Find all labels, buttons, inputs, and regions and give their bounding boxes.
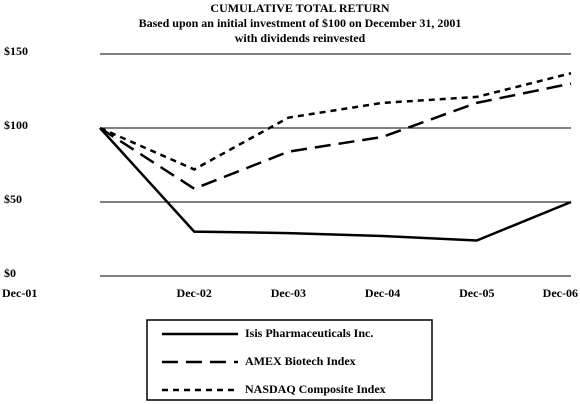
y-tick-label: $100	[4, 118, 28, 132]
y-tick-label: $150	[4, 44, 28, 58]
x-tick-label: Dec-03	[271, 286, 306, 300]
x-tick-label: Dec-04	[365, 286, 400, 300]
y-tick-label: $50	[4, 192, 22, 206]
chart-subtitle: Based upon an initial investment of $100…	[139, 16, 462, 30]
legend-label: NASDAQ Composite Index	[245, 382, 386, 396]
chart-subtitle: with dividends reinvested	[235, 31, 366, 45]
x-tick-label: Dec-01	[2, 286, 37, 300]
series-line	[99, 72, 572, 171]
legend-label: AMEX Biotech Index	[245, 354, 356, 368]
chart-title: CUMULATIVE TOTAL RETURN	[210, 1, 389, 15]
series-line	[99, 127, 572, 242]
x-tick-label: Dec-02	[177, 286, 212, 300]
x-tick-label: Dec-05	[459, 286, 494, 300]
legend-box	[146, 319, 433, 401]
y-tick-label: $0	[4, 266, 16, 280]
legend-label: Isis Pharmaceuticals Inc.	[245, 326, 373, 340]
x-tick-label: Dec-06	[543, 286, 578, 300]
series-line	[99, 82, 572, 191]
